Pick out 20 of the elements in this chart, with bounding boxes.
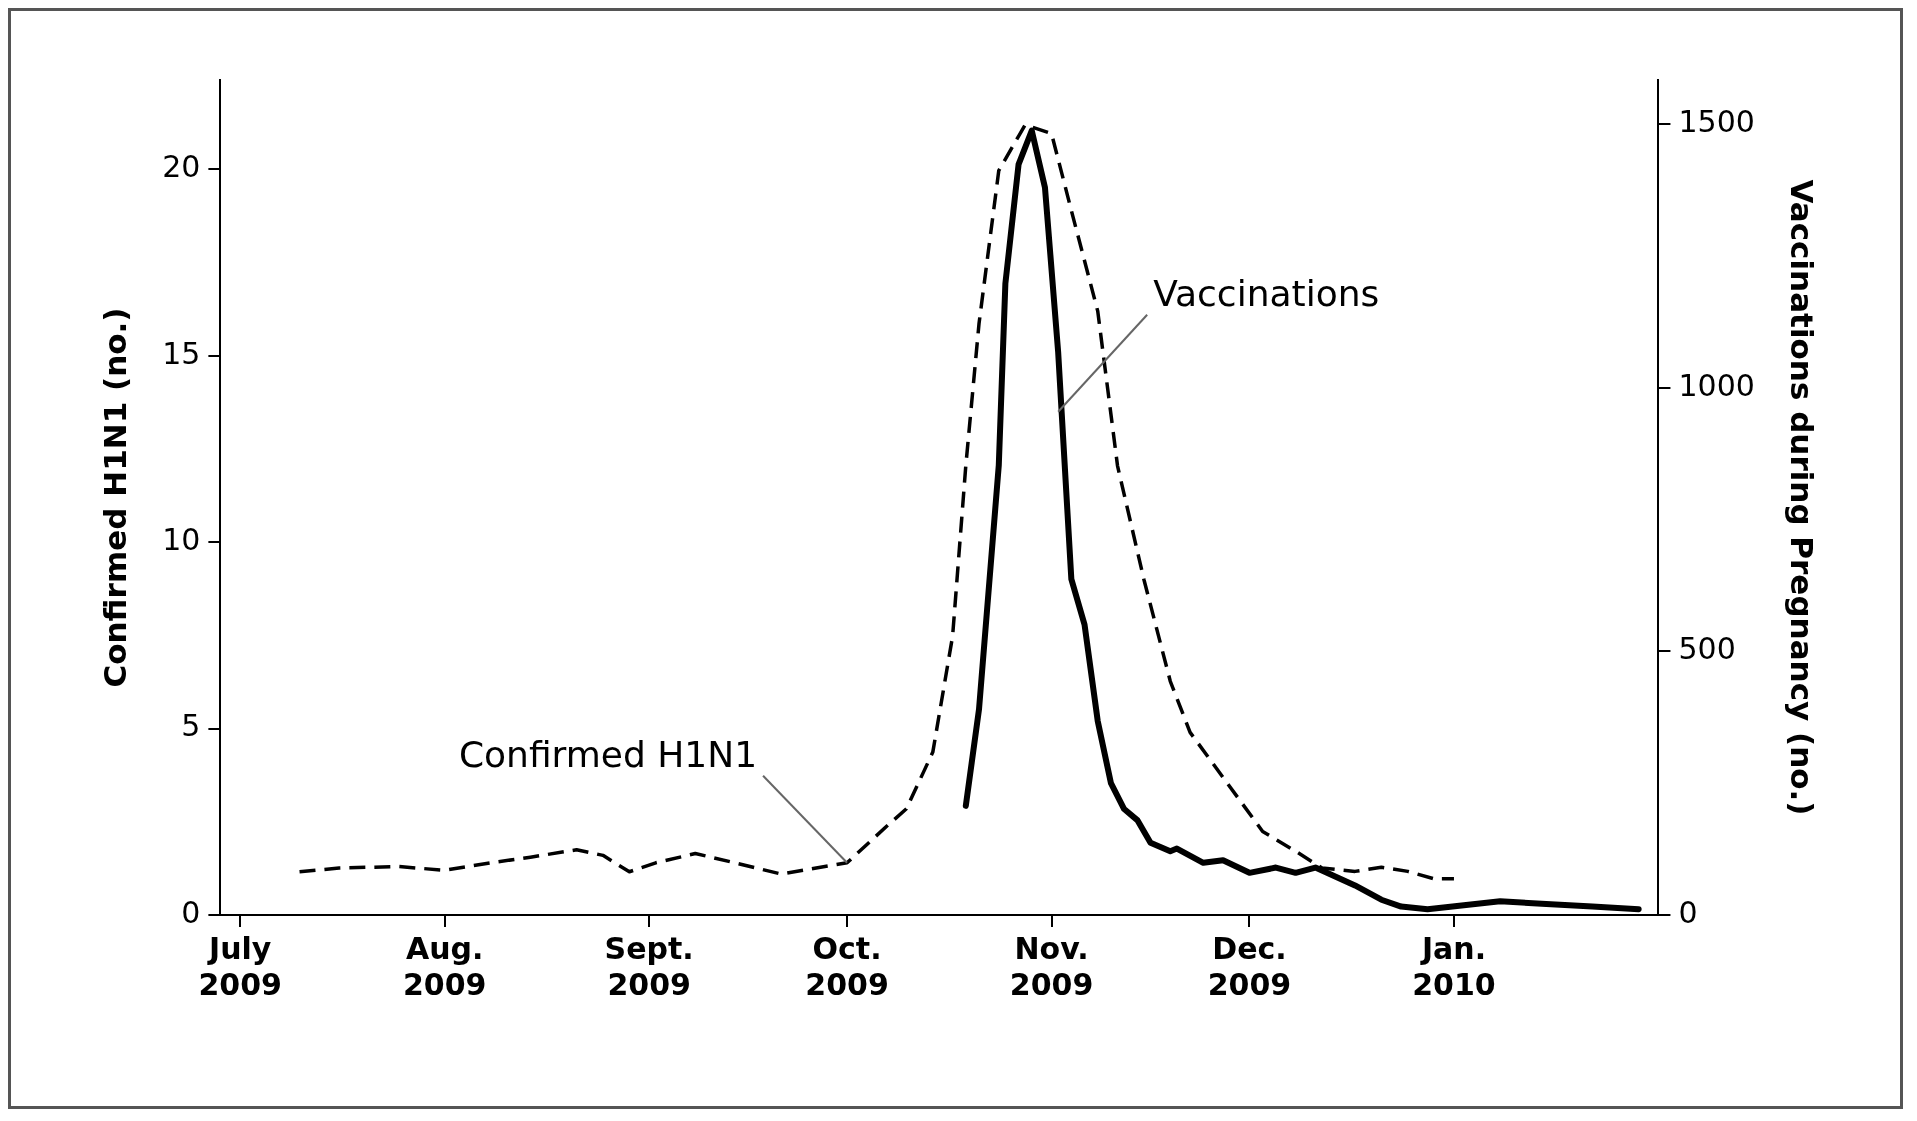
y-tick-label: 20 xyxy=(162,149,201,185)
x-tick-label: Nov. 2009 xyxy=(1009,930,1094,1002)
y2-tick-label: 500 xyxy=(1678,631,1736,667)
y2-tick-label: 0 xyxy=(1678,894,1698,930)
annotation: Vaccinations xyxy=(1153,273,1380,315)
x-tick-label: Oct. 2009 xyxy=(805,930,889,1002)
x-tick-label: Aug. 2009 xyxy=(402,930,487,1002)
x-tick-label: Jan. 2010 xyxy=(1412,930,1496,1002)
y2-tick-label: 1000 xyxy=(1678,367,1755,403)
y-tick-label: 10 xyxy=(162,522,201,558)
x-tick-label: Dec. 2009 xyxy=(1207,930,1292,1002)
y-axis-title: Confirmed H1N1 (no.) xyxy=(96,307,133,688)
y-tick-label: 15 xyxy=(162,335,201,371)
y2-axis-title: Vaccinations during Pregnancy (no.) xyxy=(1784,179,1821,816)
annotation: Confirmed H1N1 xyxy=(458,734,758,776)
x-tick-label: July 2009 xyxy=(198,930,282,1002)
y2-tick-label: 1500 xyxy=(1678,104,1755,140)
x-tick-label: Sept. 2009 xyxy=(604,930,694,1002)
y-tick-label: 5 xyxy=(181,708,201,744)
y-tick-label: 0 xyxy=(181,894,201,930)
